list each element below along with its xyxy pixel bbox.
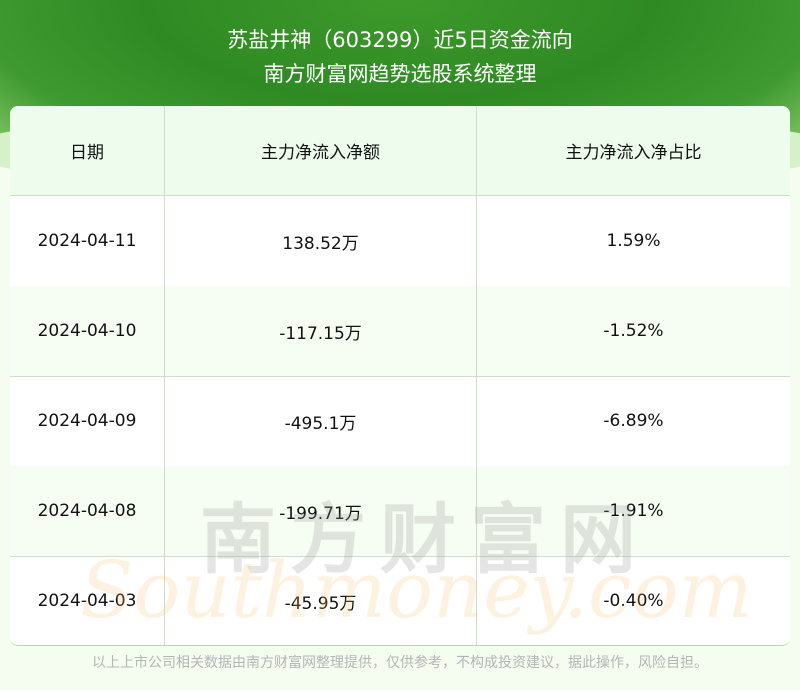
table-row: 2024-04-09 -495.1万 -6.89% [10, 376, 790, 467]
table-row: 2024-04-11 138.52万 1.59% [10, 196, 790, 287]
net-ratio-cell: -0.40% [603, 591, 664, 611]
table-row: 2024-04-03 -45.95万 -0.40% [10, 556, 790, 645]
date-cell: 2024-04-10 [10, 286, 165, 376]
net-inflow-cell: -117.15万 [165, 286, 477, 376]
fund-flow-table: 日期 主力净流入净额 主力净流入净占比 2024-04-11 138.52万 1.5… [10, 106, 790, 646]
column-header-net-inflow: 主力净流入净额 [165, 106, 477, 195]
net-ratio-cell: -1.91% [603, 501, 664, 521]
net-ratio-cell: -6.89% [603, 411, 664, 431]
date-cell: 2024-04-09 [10, 376, 165, 466]
column-header-net-ratio: 主力净流入净占比 [565, 143, 702, 163]
net-inflow-cell: -495.1万 [165, 376, 477, 466]
date-cell: 2024-04-11 [10, 196, 165, 286]
net-ratio-cell: 1.59% [606, 231, 661, 251]
column-header-date: 日期 [10, 106, 165, 195]
net-ratio-cell: -1.52% [603, 321, 664, 341]
table-row: 2024-04-08 -199.71万 -1.91% [10, 466, 790, 557]
table-row: 2024-04-10 -117.15万 -1.52% [10, 286, 790, 377]
net-inflow-cell: 138.52万 [165, 196, 477, 286]
date-cell: 2024-04-03 [10, 556, 165, 645]
date-cell: 2024-04-08 [10, 466, 165, 556]
table-header-row: 日期 主力净流入净额 主力净流入净占比 [10, 106, 790, 196]
page-title: 苏盐井神（603299）近5日资金流向 [227, 28, 573, 52]
net-inflow-cell: -199.71万 [165, 466, 477, 556]
net-inflow-cell: -45.95万 [165, 556, 477, 645]
page-subtitle: 南方财富网趋势选股系统整理 [263, 62, 537, 86]
disclaimer: 以上上市公司相关数据由南方财富网整理提供，仅供参考，不构成投资建议，据此操作，风… [92, 655, 708, 671]
